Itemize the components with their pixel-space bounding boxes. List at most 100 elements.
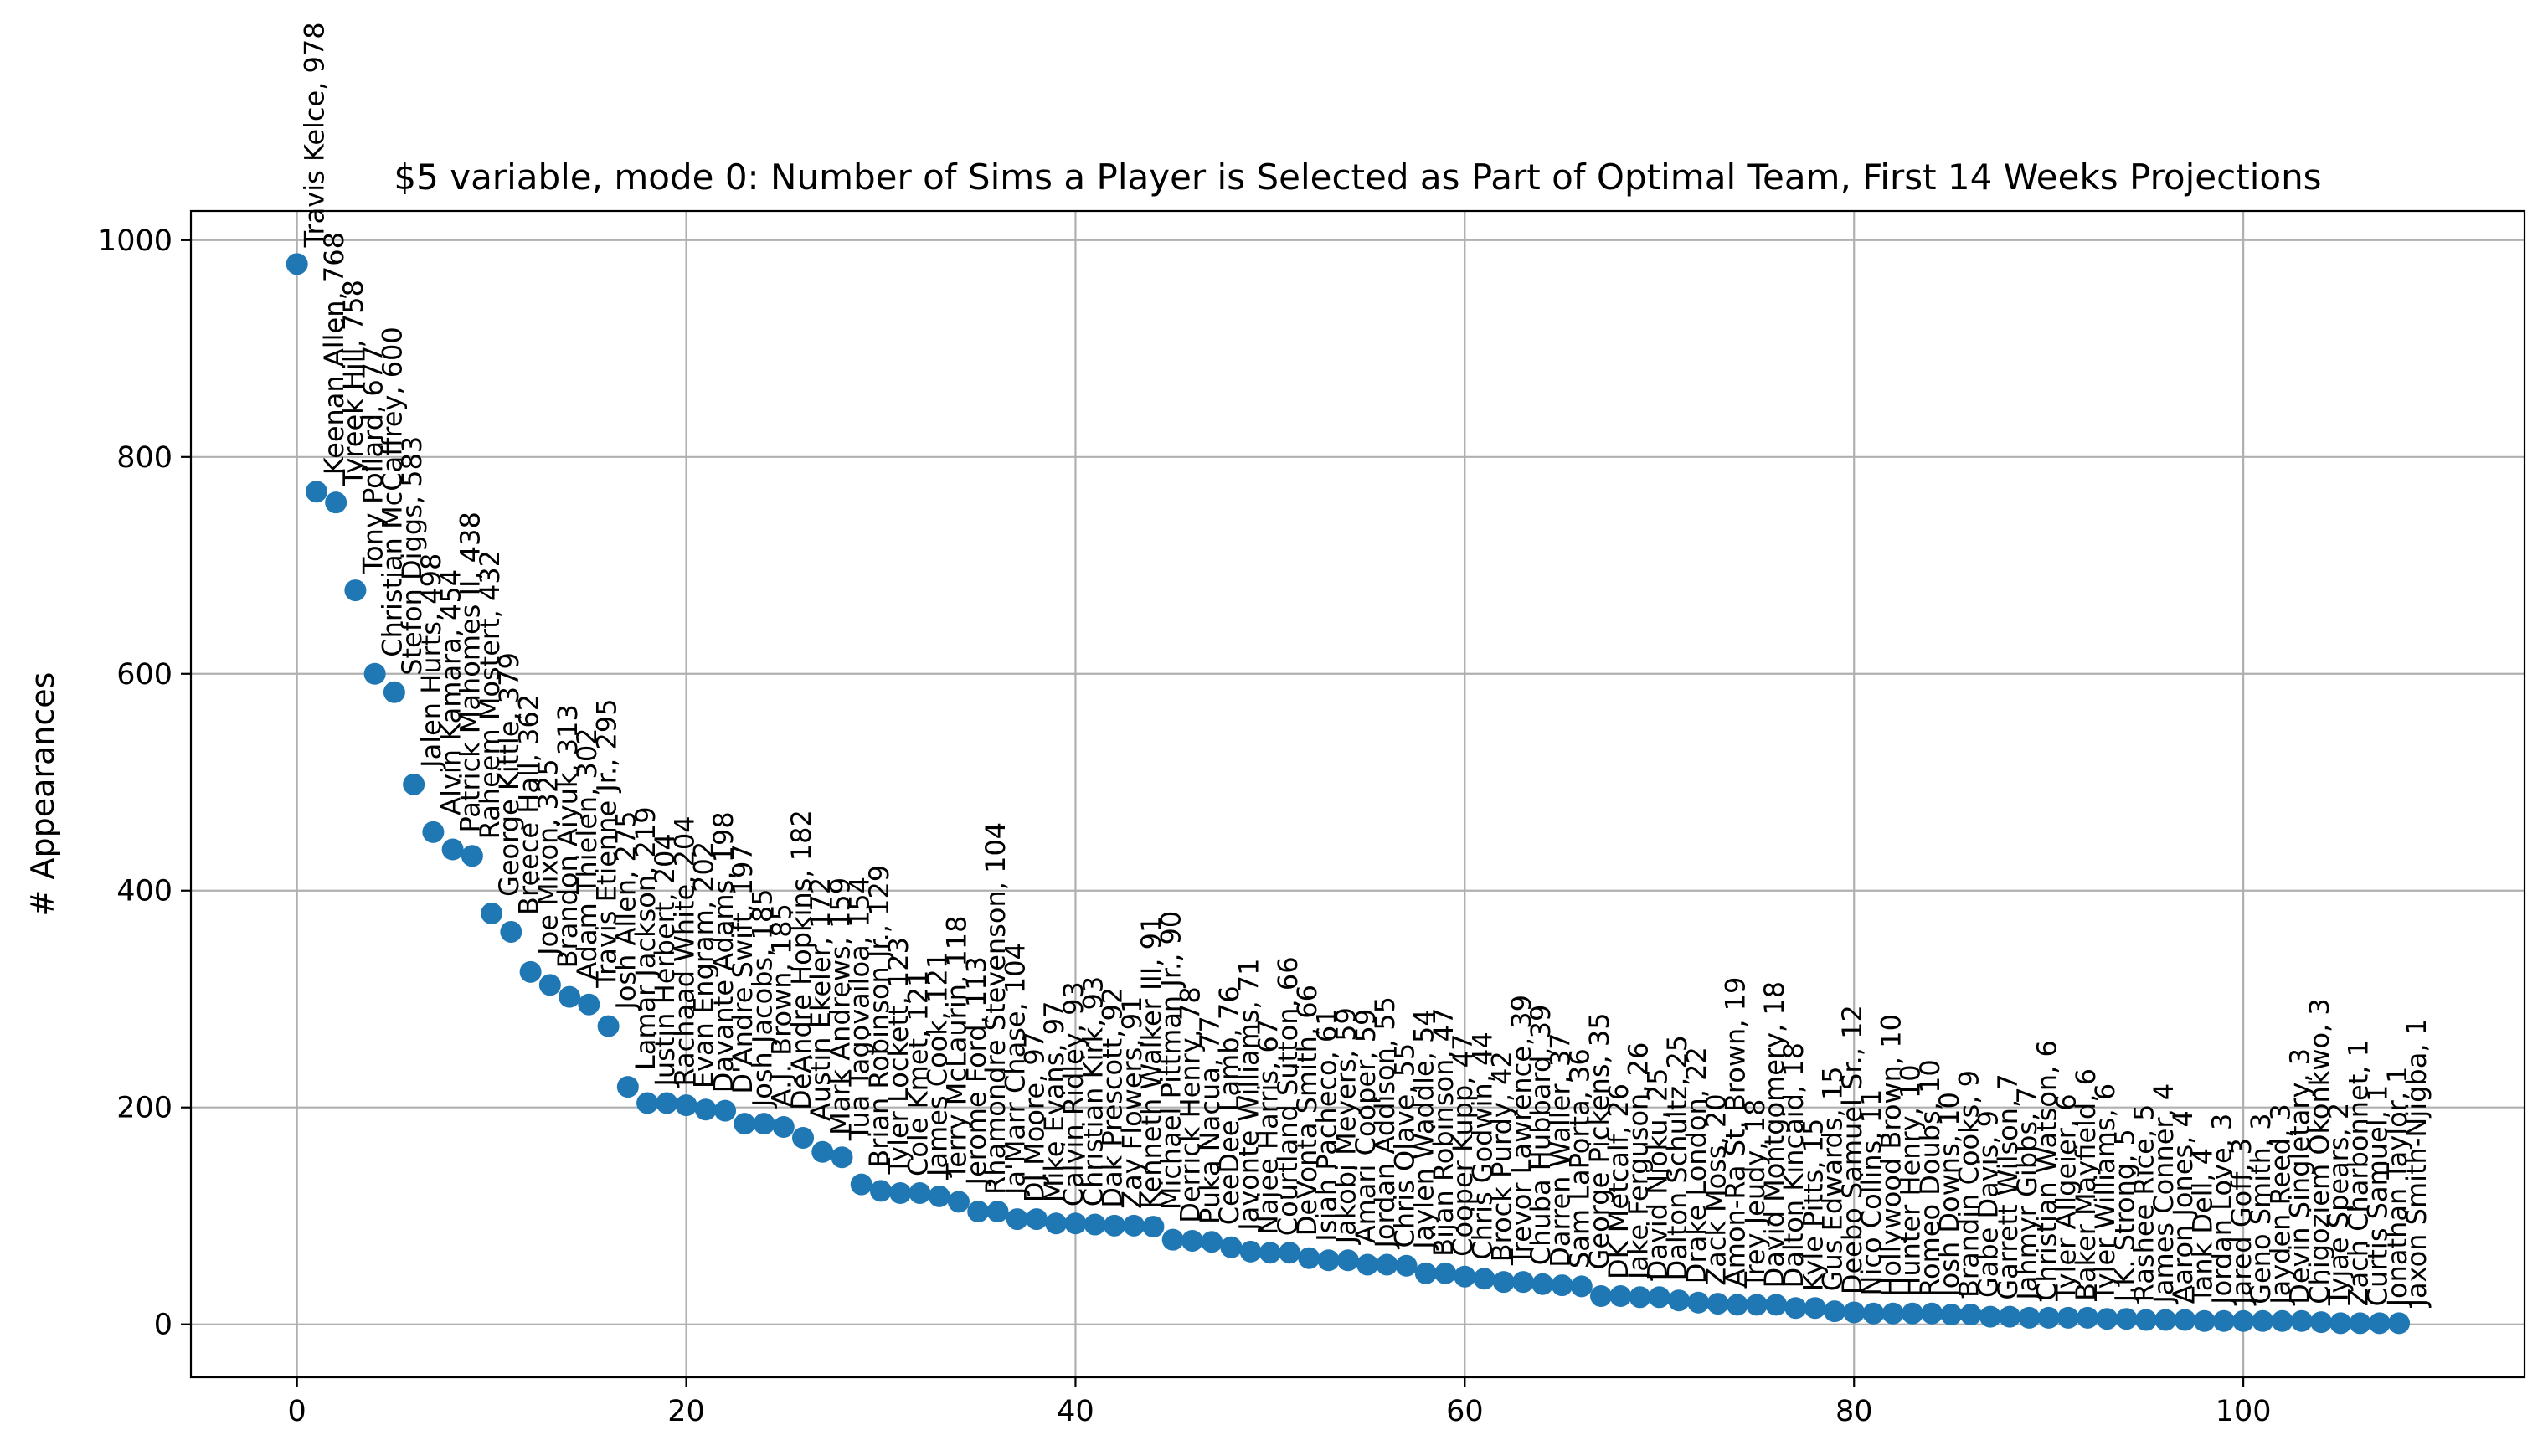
data-point [1434,1262,1457,1284]
point-label: Isiah Pacheco, 61 [1310,1008,1342,1241]
point-label: Josh Downs, 10 [1933,1092,1965,1299]
data-point [1336,1249,1359,1272]
point-label: D'Andre Swift, 197 [727,844,759,1093]
point-label: Amon-Ra St. Brown, 19 [1720,977,1752,1287]
data-point [2018,1306,2041,1329]
point-label: Cooper Kupp, 47 [1447,1034,1479,1257]
point-label: Romeo Doubs, 10 [1914,1059,1946,1297]
data-point [2232,1309,2255,1332]
point-label: Jonathan Taylor, 1 [2381,1066,2413,1308]
point-label: Trevor Lawrence, 39 [1506,995,1537,1266]
point-label: Jalen Hurts, 498 [415,553,447,769]
data-point [636,1092,659,1114]
point-label: Justin Herbert, 204 [649,833,681,1088]
point-label: Jakobi Meyers, 59 [1331,1007,1362,1245]
data-point [850,1173,872,1196]
data-point [734,1113,756,1135]
point-label: Michael Pittman Jr., 90 [1155,911,1186,1210]
point-label: Zach Charbonnet, 1 [2342,1040,2374,1306]
point-label: J.K. Strong, 5 [2108,1129,2140,1304]
point-label: Tua Tagovailoa, 154 [844,877,876,1141]
point-label: Tony Pollard, 677 [357,346,389,575]
point-label: Dak Prescott, 92 [1097,987,1129,1208]
point-label: Bijan Robinson, 47 [1428,1008,1459,1257]
data-point [578,993,600,1016]
data-point [325,491,347,514]
point-label: Jaylen Waddle, 54 [1408,1009,1440,1250]
data-point [694,1098,717,1121]
point-label: DeVonta Smith, 66 [1291,985,1323,1236]
point-label: George Kittle, 379 [493,652,525,897]
data-point [305,481,327,503]
point-label: Aaron Jones, 4 [2167,1110,2199,1303]
point-label: Stefon Diggs, 583 [396,436,428,676]
point-label: Chris Olave, 55 [1388,1043,1420,1248]
point-label: Rashee Rice, 5 [2128,1104,2160,1302]
data-point [1279,1242,1301,1264]
point-label: DK Metcalf, 26 [1603,1083,1634,1279]
data-point [1512,1271,1535,1294]
data-point [889,1182,912,1205]
data-point [597,1015,620,1037]
point-label: James Conner, 4 [2148,1083,2180,1305]
point-label: Chigoziem Okonkwo, 3 [2303,998,2335,1304]
data-point [2271,1309,2293,1332]
point-label: Garrett Wilson, 7 [1992,1073,2024,1299]
data-point [1454,1265,1476,1288]
data-point [1609,1285,1632,1308]
point-label: Davante Adams, 198 [708,811,739,1093]
data-point [1181,1229,1203,1252]
y-tick-label: 200 [116,1092,172,1125]
data-point [1862,1302,1885,1325]
point-label: Tyler Lockett, 123 [883,937,914,1175]
data-point [1940,1304,1963,1326]
x-tick-label: 80 [1835,1395,1873,1428]
data-point [519,960,542,983]
data-point [2252,1309,2274,1332]
point-label: Josh Jacobs, 185 [746,888,778,1109]
data-point [286,253,308,275]
data-point [403,773,425,795]
point-label: Jayden Reed, 3 [2264,1104,2296,1306]
point-label: Zack Moss, 20 [1700,1093,1732,1285]
data-point [1142,1216,1165,1238]
data-point [1492,1271,1515,1294]
point-label: Jaxon Smith-Njigba, 1 [2401,1018,2432,1308]
point-label: CeeDee Lamb, 76 [1213,985,1245,1225]
point-label: Evan Engram, 202 [688,841,720,1088]
data-point [1064,1212,1087,1235]
data-point [1473,1268,1495,1290]
data-point [928,1185,950,1207]
y-tick-label: 1000 [98,224,172,258]
point-label: Austin Ekeler, 172 [805,877,836,1121]
data-point [656,1092,678,1114]
point-label: Devin Singletary, 3 [2284,1048,2316,1304]
data-point [500,920,522,943]
point-label: Jerome Ford, 113 [960,956,992,1186]
point-label: Breece Hall, 362 [512,694,544,915]
point-label: Zay Flowers, 91 [1116,996,1148,1209]
data-point [1668,1289,1691,1312]
point-label: Joe Mixon, 325 [533,759,564,957]
plot-frame [189,209,2526,1379]
point-label: Dalton Schultz, 25 [1661,1035,1693,1280]
data-point [1259,1242,1281,1264]
data-point [1317,1249,1340,1272]
data-point [1881,1302,1904,1325]
point-label: Curtis Samuel, 1 [2362,1085,2394,1307]
point-label: Travis Etienne Jr., 295 [590,698,622,988]
data-point [1648,1286,1670,1309]
point-label: Adam Thielen, 302 [571,728,603,980]
data-point [1765,1294,1788,1316]
x-tick-label: 40 [1057,1395,1094,1428]
data-point [1298,1247,1320,1269]
point-label: Puka Nacua, 77 [1194,1016,1226,1224]
point-label: Brian Robinson Jr., 129 [863,865,895,1168]
point-label: Drake London, 22 [1681,1047,1712,1284]
data-point [967,1201,990,1223]
y-tick-label: 400 [116,875,172,908]
point-label: Nico Collins, 11 [1856,1089,1887,1296]
data-point [422,821,445,843]
y-tick-label: 800 [116,441,172,475]
